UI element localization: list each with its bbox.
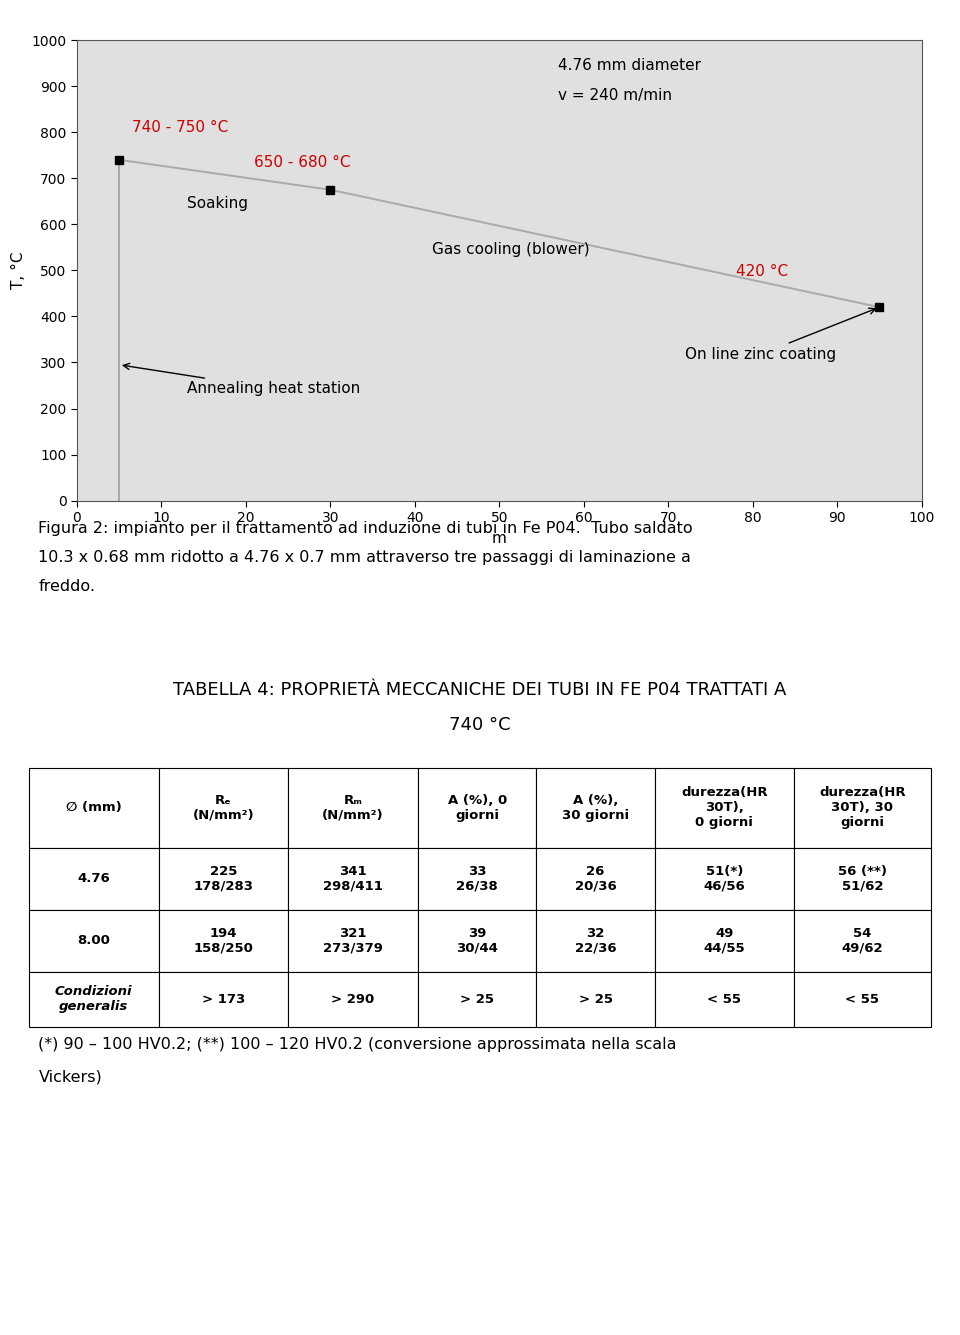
Text: 4.76 mm diameter: 4.76 mm diameter xyxy=(559,59,702,73)
Text: 740 °C: 740 °C xyxy=(449,716,511,733)
Text: 39
30/44: 39 30/44 xyxy=(456,926,498,955)
Bar xyxy=(418,768,537,848)
Text: 650 - 680 °C: 650 - 680 °C xyxy=(254,155,350,170)
Text: 194
158/250: 194 158/250 xyxy=(194,926,253,955)
Text: TABELLA 4: PROPRIETÀ MECCANICHE DEI TUBI IN FE P04 TRATTATI A: TABELLA 4: PROPRIETÀ MECCANICHE DEI TUBI… xyxy=(174,681,786,698)
Bar xyxy=(288,848,418,909)
X-axis label: m: m xyxy=(492,530,507,546)
Text: Condizioni
generalis: Condizioni generalis xyxy=(55,985,132,1013)
Text: Gas cooling (blower): Gas cooling (blower) xyxy=(432,242,589,258)
Bar xyxy=(29,848,158,909)
Text: Rₘ
(N/mm²): Rₘ (N/mm²) xyxy=(323,793,384,821)
Text: 4.76: 4.76 xyxy=(78,872,110,885)
Text: Rₑ
(N/mm²): Rₑ (N/mm²) xyxy=(193,793,254,821)
Text: freddo.: freddo. xyxy=(38,579,95,594)
Text: > 290: > 290 xyxy=(331,993,374,1005)
Text: 26
20/36: 26 20/36 xyxy=(575,865,616,893)
Text: 51(*)
46/56: 51(*) 46/56 xyxy=(704,865,745,893)
Text: 8.00: 8.00 xyxy=(77,934,110,947)
Text: 54
49/62: 54 49/62 xyxy=(842,926,883,955)
Bar xyxy=(288,909,418,972)
Bar xyxy=(288,972,418,1027)
Text: durezza(HR
30T), 30
giorni: durezza(HR 30T), 30 giorni xyxy=(819,786,905,829)
Text: 49
44/55: 49 44/55 xyxy=(704,926,745,955)
Text: ∅ (mm): ∅ (mm) xyxy=(66,801,122,814)
Bar xyxy=(158,848,288,909)
Text: < 55: < 55 xyxy=(846,993,879,1005)
Bar xyxy=(418,972,537,1027)
Bar xyxy=(655,972,794,1027)
Text: 32
22/36: 32 22/36 xyxy=(575,926,616,955)
Text: 321
273/379: 321 273/379 xyxy=(324,926,383,955)
Bar xyxy=(537,909,655,972)
Text: Figura 2: impianto per il trattamento ad induzione di tubi in Fe P04.  Tubo sald: Figura 2: impianto per il trattamento ad… xyxy=(38,521,693,535)
Text: > 25: > 25 xyxy=(460,993,494,1005)
Bar xyxy=(418,909,537,972)
Text: durezza(HR
30T),
0 giorni: durezza(HR 30T), 0 giorni xyxy=(681,786,768,829)
Text: v = 240 m/min: v = 240 m/min xyxy=(559,88,672,103)
Y-axis label: T, °C: T, °C xyxy=(11,251,26,290)
Bar xyxy=(29,768,158,848)
Bar xyxy=(418,848,537,909)
Text: A (%),
30 giorni: A (%), 30 giorni xyxy=(562,793,629,821)
Text: 420 °C: 420 °C xyxy=(735,264,788,279)
Bar xyxy=(537,768,655,848)
Text: Soaking: Soaking xyxy=(186,196,248,211)
Text: Vickers): Vickers) xyxy=(38,1069,102,1084)
Bar xyxy=(158,972,288,1027)
Bar xyxy=(655,768,794,848)
Bar xyxy=(158,909,288,972)
Text: 225
178/283: 225 178/283 xyxy=(193,865,253,893)
Bar xyxy=(29,909,158,972)
Text: 740 - 750 °C: 740 - 750 °C xyxy=(132,120,228,135)
Bar xyxy=(537,848,655,909)
Bar xyxy=(158,768,288,848)
Text: On line zinc coating: On line zinc coating xyxy=(685,308,876,362)
Bar xyxy=(288,768,418,848)
Text: 33
26/38: 33 26/38 xyxy=(456,865,498,893)
Bar xyxy=(29,972,158,1027)
Text: 56 (**)
51/62: 56 (**) 51/62 xyxy=(838,865,887,893)
Bar xyxy=(655,909,794,972)
Text: 341
298/411: 341 298/411 xyxy=(324,865,383,893)
Text: 10.3 x 0.68 mm ridotto a 4.76 x 0.7 mm attraverso tre passaggi di laminazione a: 10.3 x 0.68 mm ridotto a 4.76 x 0.7 mm a… xyxy=(38,550,691,565)
Text: > 173: > 173 xyxy=(202,993,245,1005)
Text: A (%), 0
giorni: A (%), 0 giorni xyxy=(447,793,507,821)
Text: < 55: < 55 xyxy=(708,993,741,1005)
Bar xyxy=(537,972,655,1027)
Bar xyxy=(794,848,931,909)
Text: > 25: > 25 xyxy=(579,993,612,1005)
Text: (*) 90 – 100 HV0.2; (**) 100 – 120 HV0.2 (conversione approssimata nella scala: (*) 90 – 100 HV0.2; (**) 100 – 120 HV0.2… xyxy=(38,1037,677,1052)
Bar xyxy=(655,848,794,909)
Bar xyxy=(794,909,931,972)
Text: Annealing heat station: Annealing heat station xyxy=(123,363,360,396)
Bar xyxy=(794,768,931,848)
Bar xyxy=(794,972,931,1027)
